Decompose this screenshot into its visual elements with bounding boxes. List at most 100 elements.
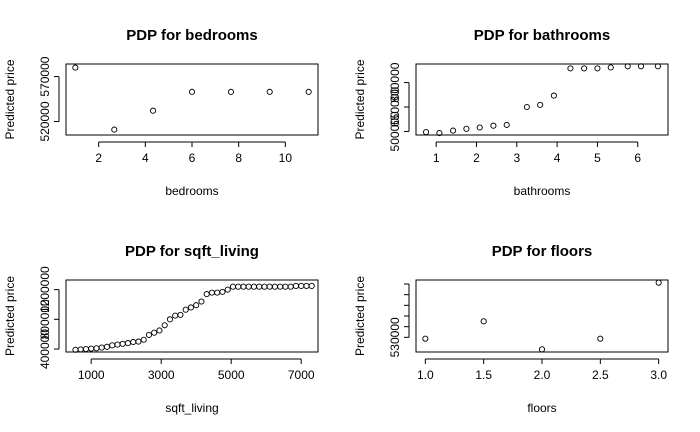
panel-floors: PDP for floors 1.0 1.5 2.0 2.5 3.0 530000 floor… xyxy=(353,243,669,415)
data-point xyxy=(250,283,257,290)
data-point xyxy=(303,282,310,289)
data-point xyxy=(537,101,544,108)
data-point xyxy=(187,304,194,311)
data-point xyxy=(594,65,601,72)
data-point xyxy=(140,336,147,343)
x-tick-label: 8 xyxy=(235,151,242,165)
y-tick-label: 520000 xyxy=(38,101,52,141)
data-point xyxy=(287,283,294,290)
x-tick-label: 7000 xyxy=(288,368,315,382)
data-point xyxy=(423,129,430,136)
x-tick-label: 1 xyxy=(433,151,440,165)
x-tick-label: 3.0 xyxy=(650,368,667,382)
data-point xyxy=(227,88,235,95)
data-point xyxy=(156,327,163,334)
data-point xyxy=(654,63,661,70)
data-point xyxy=(282,283,289,290)
x-tick-label: 2.0 xyxy=(534,368,551,382)
data-point xyxy=(607,64,614,71)
x-tick-label: 1.5 xyxy=(475,368,492,382)
data-point xyxy=(119,340,126,347)
x-tick-label: 4 xyxy=(142,151,149,165)
y-tick-label: 800000 xyxy=(388,62,402,102)
y-axis-label: Predicted price xyxy=(3,59,17,139)
data-point xyxy=(188,88,196,95)
data-point xyxy=(480,318,487,325)
data-point xyxy=(203,291,210,298)
chart-title: PDP for floors xyxy=(492,243,593,260)
y-axis-label: Predicted price xyxy=(353,276,367,356)
data-point xyxy=(145,331,152,338)
data-point xyxy=(256,283,263,290)
data-point xyxy=(229,283,236,290)
y-tick-label: 1200000 xyxy=(38,266,52,313)
data-point xyxy=(224,286,231,293)
x-tick-label: 10 xyxy=(279,151,293,165)
data-point xyxy=(161,322,168,329)
data-point xyxy=(266,283,273,290)
data-point xyxy=(567,65,574,72)
data-point xyxy=(490,122,497,129)
data-point xyxy=(82,345,89,353)
data-point xyxy=(88,345,95,352)
data-point xyxy=(109,342,116,349)
data-point xyxy=(93,345,100,352)
data-point xyxy=(550,92,557,99)
data-point xyxy=(240,283,247,290)
data-point xyxy=(538,346,546,353)
chart-title: PDP for bedrooms xyxy=(126,27,257,44)
data-point xyxy=(135,338,142,345)
data-point xyxy=(245,283,252,290)
data-point xyxy=(523,103,530,111)
x-axis-label: bedrooms xyxy=(165,184,218,198)
plot-frame xyxy=(415,63,669,136)
x-tick-label: 6 xyxy=(189,151,196,165)
y-tick-label: 650000 xyxy=(388,87,402,127)
plot-frame xyxy=(65,279,319,353)
x-axis-label: bathrooms xyxy=(514,184,571,198)
y-tick-label: 570000 xyxy=(38,56,52,96)
x-tick-label: 1000 xyxy=(78,368,105,382)
x-axis-label: floors xyxy=(527,401,556,415)
data-point xyxy=(637,63,645,70)
y-axis-label: Predicted price xyxy=(353,59,367,139)
data-point xyxy=(172,312,179,319)
x-tick-label: 5 xyxy=(594,151,601,165)
data-point xyxy=(166,316,173,323)
data-point xyxy=(124,340,131,347)
data-point xyxy=(193,302,200,309)
data-point xyxy=(476,124,483,131)
data-point xyxy=(305,88,312,95)
data-point xyxy=(235,283,242,290)
x-tick-label: 2 xyxy=(95,151,102,165)
data-point xyxy=(149,107,157,114)
x-tick-label: 5000 xyxy=(218,368,245,382)
x-axis-label: sqft_living xyxy=(165,401,218,415)
x-tick-label: 2.5 xyxy=(592,368,609,382)
data-point xyxy=(422,335,429,342)
y-tick-label: 530000 xyxy=(388,317,402,357)
data-point xyxy=(177,311,184,318)
x-tick-label: 1.0 xyxy=(417,368,434,382)
data-point xyxy=(182,306,189,313)
data-point xyxy=(436,129,443,137)
data-point xyxy=(277,283,284,290)
y-tick-label: 400000 xyxy=(38,329,52,369)
plot-frame xyxy=(65,63,319,136)
data-point xyxy=(450,127,457,134)
y-tick-label: 800000 xyxy=(38,299,52,339)
data-point xyxy=(292,282,300,289)
data-point xyxy=(298,282,305,289)
data-point xyxy=(581,65,588,72)
data-point xyxy=(463,125,470,132)
data-point xyxy=(151,329,158,336)
data-point xyxy=(114,341,121,348)
panel-bathrooms: PDP for bathrooms 1 2 3 4 5 6 50000065000080000… xyxy=(353,27,669,198)
x-tick-label: 2 xyxy=(473,151,480,165)
data-point xyxy=(266,88,273,95)
data-point xyxy=(111,126,118,133)
data-point xyxy=(98,344,105,351)
chart-title: PDP for sqft_living xyxy=(125,243,259,260)
plot-frame xyxy=(415,279,669,353)
data-point xyxy=(214,289,221,296)
